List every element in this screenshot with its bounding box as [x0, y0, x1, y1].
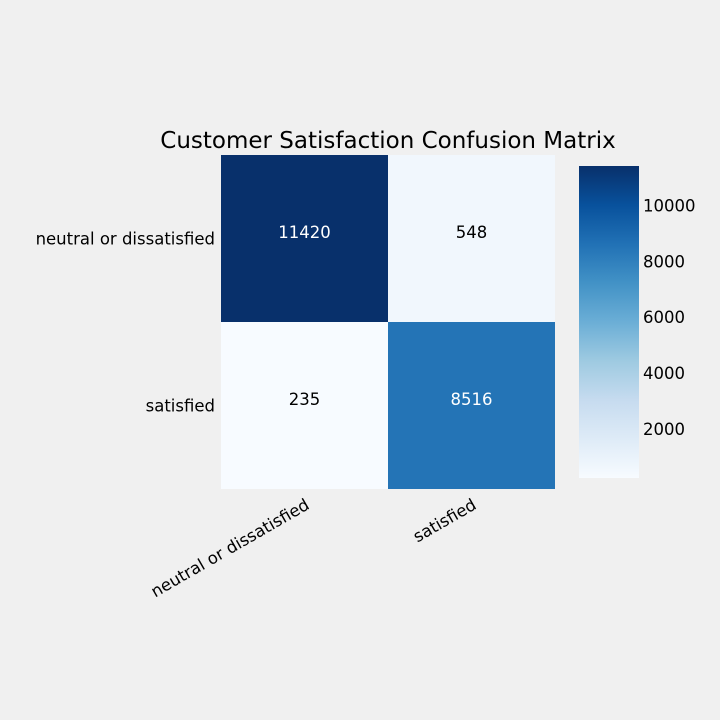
x-tick-labels: neutral or dissatisfied satisfied: [148, 495, 480, 601]
colorbar-tick-label: 4000: [643, 364, 685, 383]
y-tick-label: satisfied: [146, 397, 215, 416]
heatmap-cell: [221, 155, 388, 322]
cell-value-label: 11420: [278, 223, 331, 242]
x-tick-label: neutral or dissatisfied: [148, 495, 313, 601]
colorbar-tick-label: 2000: [643, 420, 685, 439]
cell-value-label: 548: [456, 223, 488, 242]
cell-value-label: 235: [289, 390, 321, 409]
chart-title: Customer Satisfaction Confusion Matrix: [160, 128, 615, 154]
colorbar: [579, 166, 639, 478]
colorbar-tick-label: 6000: [643, 308, 685, 327]
heatmap-cell: [388, 155, 555, 322]
heatmap-cells: 11420 548 235 8516: [221, 155, 555, 489]
cell-value-label: 8516: [451, 390, 493, 409]
y-tick-label: neutral or dissatisfied: [36, 230, 215, 249]
colorbar-tick-label: 10000: [643, 197, 696, 216]
heatmap-cell: [388, 322, 555, 489]
colorbar-tick-label: 8000: [643, 252, 685, 271]
y-tick-labels: neutral or dissatisfied satisfied: [36, 230, 215, 416]
heatmap-cell: [221, 322, 388, 489]
x-tick-label: satisfied: [410, 495, 480, 546]
colorbar-ticks: 2000 4000 6000 8000 10000: [643, 197, 696, 439]
